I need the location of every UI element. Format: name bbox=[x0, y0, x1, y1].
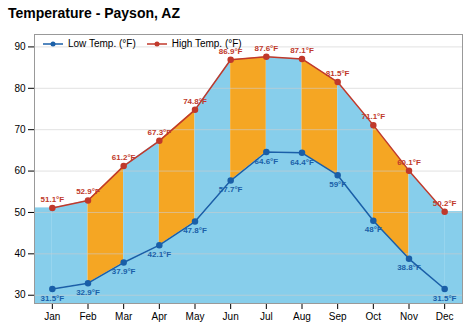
svg-text:50: 50 bbox=[14, 207, 26, 218]
svg-text:42.1°F: 42.1°F bbox=[148, 250, 172, 259]
html-text:Temperature - Payson, AZ: Temperature - Payson, AZ bbox=[8, 5, 180, 21]
svg-text:80: 80 bbox=[14, 83, 26, 94]
svg-text:Mar: Mar bbox=[115, 311, 133, 322]
svg-text:32.9°F: 32.9°F bbox=[76, 288, 100, 297]
svg-text:Sep: Sep bbox=[329, 311, 347, 322]
svg-text:50.2°F: 50.2°F bbox=[433, 199, 457, 208]
svg-text:64.4°F: 64.4°F bbox=[290, 158, 314, 167]
svg-text:38.8°F: 38.8°F bbox=[397, 263, 421, 272]
svg-text:31.5°F: 31.5°F bbox=[41, 294, 65, 303]
svg-text:Aug: Aug bbox=[293, 311, 311, 322]
svg-text:48°F: 48°F bbox=[365, 225, 382, 234]
svg-text:71.1°F: 71.1°F bbox=[362, 112, 386, 121]
svg-text:51.1°F: 51.1°F bbox=[41, 195, 65, 204]
svg-text:Oct: Oct bbox=[366, 311, 382, 322]
svg-text:Jul: Jul bbox=[260, 311, 273, 322]
html-text:Low Temp. (°F): Low Temp. (°F) bbox=[68, 38, 136, 49]
svg-text:86.9°F: 86.9°F bbox=[218, 46, 243, 56]
svg-text:81.5°F: 81.5°F bbox=[326, 69, 350, 78]
svg-text:74.8°F: 74.8°F bbox=[183, 97, 207, 106]
svg-text:57.7°F: 57.7°F bbox=[219, 185, 243, 194]
svg-text:Dec: Dec bbox=[436, 311, 454, 322]
svg-text:Jun: Jun bbox=[223, 311, 239, 322]
svg-text:37.9°F: 37.9°F bbox=[112, 267, 136, 276]
svg-text:May: May bbox=[186, 311, 205, 322]
svg-text:Jan: Jan bbox=[44, 311, 60, 322]
svg-text:60: 60 bbox=[14, 165, 26, 176]
svg-text:90: 90 bbox=[14, 41, 26, 52]
svg-text:Feb: Feb bbox=[79, 311, 97, 322]
svg-text:87.6°F: 87.6°F bbox=[255, 44, 279, 53]
svg-text:31.5°F: 31.5°F bbox=[433, 294, 457, 303]
svg-text:70: 70 bbox=[14, 124, 26, 135]
svg-text:Nov: Nov bbox=[400, 311, 418, 322]
svg-text:87.1°F: 87.1°F bbox=[290, 46, 314, 55]
svg-text:67.3°F: 67.3°F bbox=[148, 128, 172, 137]
svg-text:47.8°F: 47.8°F bbox=[183, 226, 207, 235]
svg-text:59°F: 59°F bbox=[329, 180, 346, 189]
svg-text:61.2°F: 61.2°F bbox=[112, 153, 136, 162]
svg-text:60.1°F: 60.1°F bbox=[397, 158, 421, 167]
svg-text:30: 30 bbox=[14, 289, 26, 300]
svg-text:64.6°F: 64.6°F bbox=[255, 157, 279, 166]
html-text:High Temp. (°F): High Temp. (°F) bbox=[171, 38, 242, 49]
svg-text:52.9°F: 52.9°F bbox=[76, 187, 100, 196]
svg-text:40: 40 bbox=[14, 248, 26, 259]
svg-text:Apr: Apr bbox=[152, 311, 168, 322]
